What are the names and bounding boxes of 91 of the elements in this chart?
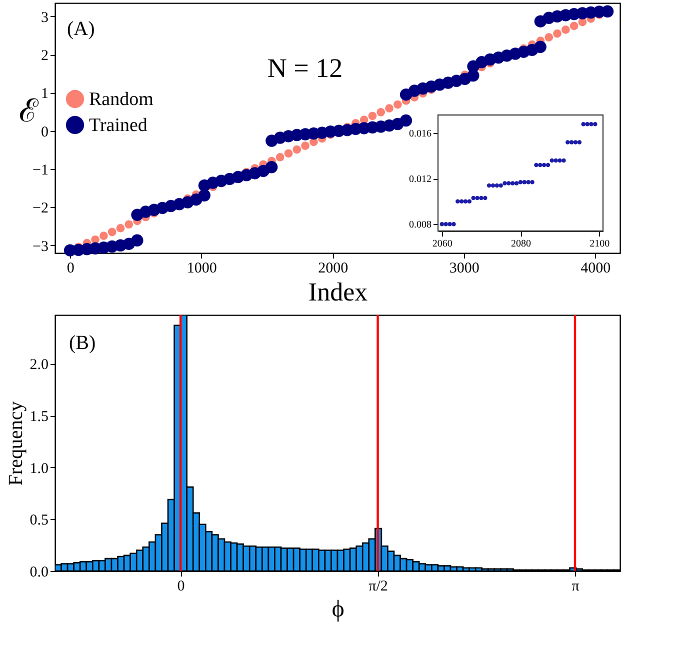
point [376, 108, 386, 116]
point [510, 181, 515, 186]
point [561, 26, 570, 34]
x-tick-label: 2100 [590, 238, 610, 250]
x-tick-label: 1000 [186, 260, 217, 276]
y-axis-title: ℰ [19, 92, 40, 128]
point [276, 153, 284, 162]
legend-label: Trained [89, 115, 148, 136]
point [585, 122, 590, 126]
annotation: N = 12 [267, 53, 343, 83]
point [452, 222, 456, 226]
point [558, 158, 562, 163]
point [393, 100, 402, 109]
point [368, 112, 377, 120]
y-tick-label: −1 [32, 162, 48, 179]
point [483, 196, 488, 200]
point [486, 183, 492, 188]
point [490, 183, 496, 188]
x-tick-label: π/2 [368, 578, 388, 594]
point [471, 196, 476, 200]
y-tick-label: 1.5 [30, 409, 48, 426]
x-tick-label: 0 [66, 260, 74, 276]
point [463, 199, 468, 204]
x-tick-label: 2000 [318, 260, 348, 276]
x-tick-label: 2080 [511, 238, 531, 250]
point [581, 122, 586, 126]
point [522, 180, 527, 184]
y-tick-label: −2 [32, 200, 48, 217]
point [534, 162, 538, 168]
x-axis-title: ϕ [332, 596, 344, 622]
x-axis-title: Index [308, 278, 368, 306]
legend-label: Random [89, 89, 154, 110]
point [502, 181, 507, 186]
point [448, 222, 452, 226]
y-tick-label: 0.016 [409, 128, 432, 140]
point [530, 180, 534, 184]
point [100, 232, 108, 240]
point [475, 196, 480, 200]
y-tick-label: −3 [32, 238, 48, 255]
y-tick-label: 0.008 [409, 220, 432, 231]
point [385, 104, 394, 113]
point [573, 140, 578, 144]
point [593, 122, 598, 126]
point [440, 222, 444, 226]
point [562, 158, 566, 163]
x-tick-label: 0 [177, 578, 185, 594]
y-tick-label: 0.012 [409, 174, 432, 186]
y-tick-label: 2 [41, 48, 48, 64]
y-tick-label: 1 [41, 86, 48, 102]
point [544, 33, 554, 42]
point [301, 142, 310, 150]
point [479, 196, 484, 200]
point [550, 158, 554, 163]
point [570, 22, 578, 30]
point [116, 224, 125, 232]
point [444, 222, 448, 226]
point [514, 181, 519, 186]
y-tick-label: 1.0 [30, 460, 48, 477]
point [526, 180, 530, 184]
x-tick-label: 2060 [432, 238, 452, 250]
point [108, 228, 116, 236]
y-tick-label: 0 [41, 124, 48, 140]
point [506, 181, 511, 186]
point [467, 199, 472, 204]
annotation: (A) [67, 18, 95, 40]
point [292, 145, 302, 154]
x-tick-label: π [572, 578, 580, 594]
point [566, 140, 570, 144]
point [284, 149, 293, 158]
annotation: (B) [69, 332, 96, 354]
y-tick-label: 3 [41, 10, 48, 26]
y-tick-label: 0.0 [30, 564, 48, 580]
point [518, 180, 523, 184]
point [542, 162, 546, 168]
point [538, 162, 542, 168]
x-tick-label: 4000 [580, 260, 611, 276]
point [554, 158, 558, 163]
point [498, 183, 503, 188]
point [494, 183, 500, 188]
point [553, 29, 562, 38]
point [577, 140, 582, 144]
y-tick-label: 0.5 [30, 512, 48, 529]
point [459, 199, 464, 204]
y-axis-title: Frequency [4, 401, 27, 486]
point [456, 199, 460, 204]
x-tick-label: 3000 [449, 260, 480, 276]
point [546, 162, 550, 168]
y-tick-label: 2.0 [30, 357, 48, 374]
point [124, 220, 134, 229]
point [569, 140, 574, 144]
point [589, 122, 594, 126]
